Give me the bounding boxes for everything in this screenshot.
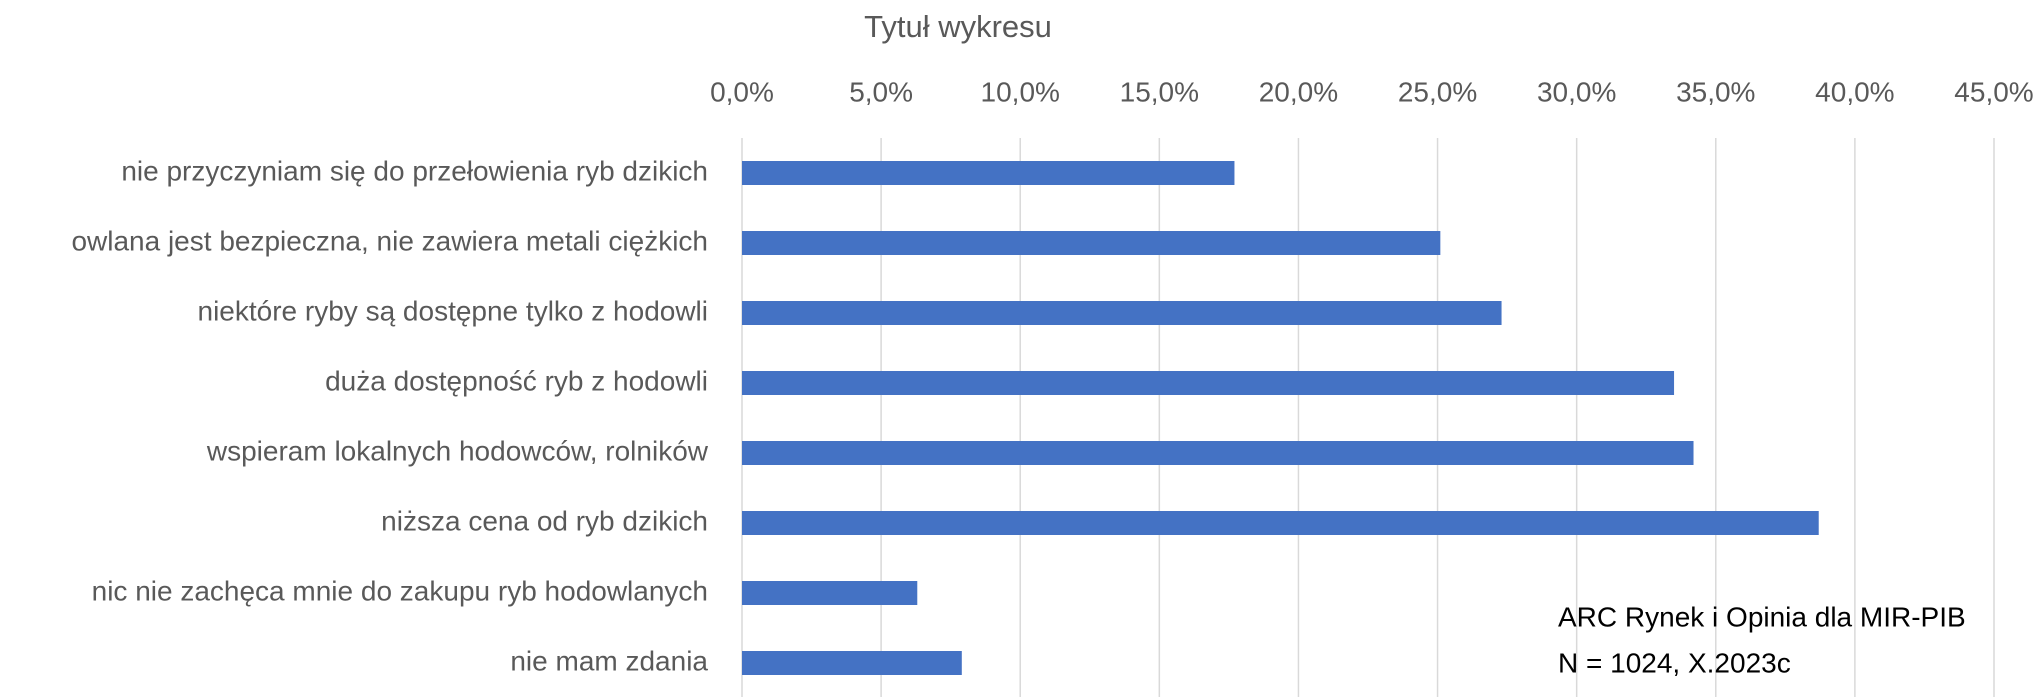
chart: Tytuł wykresu ARC Rynek i Opinia dla MIR…	[0, 0, 2044, 697]
annotation: N = 1024, X.2023c	[1558, 647, 1791, 678]
y-tick-label: nie mam zdania	[510, 645, 708, 676]
bar	[742, 511, 1819, 535]
y-tick-label: nie przyczyniam się do przełowienia ryb …	[121, 155, 708, 186]
bar	[742, 231, 1440, 255]
bar	[742, 371, 1674, 395]
bar	[742, 581, 917, 605]
x-tick-label: 35,0%	[1676, 76, 1755, 107]
x-tick-label: 15,0%	[1120, 76, 1199, 107]
x-tick-label: 40,0%	[1815, 76, 1894, 107]
x-tick-label: 30,0%	[1537, 76, 1616, 107]
x-tick-label: 0,0%	[710, 76, 774, 107]
x-tick-label: 20,0%	[1259, 76, 1338, 107]
chart-title: Tytuł wykresu	[864, 9, 1052, 44]
annotation: ARC Rynek i Opinia dla MIR-PIB	[1558, 601, 1966, 632]
x-tick-label: 25,0%	[1398, 76, 1477, 107]
y-tick-label: owlana jest bezpieczna, nie zawiera meta…	[71, 225, 708, 256]
bar	[742, 301, 1502, 325]
y-tick-label: niektóre ryby są dostępne tylko z hodowl…	[198, 295, 709, 326]
y-tick-label: duża dostępność ryb z hodowli	[325, 365, 708, 396]
y-tick-label: niższa cena od ryb dzikich	[381, 505, 708, 536]
y-tick-label: nic nie zachęca mnie do zakupu ryb hodow…	[92, 575, 708, 606]
bar	[742, 441, 1694, 465]
y-tick-label: wspieram lokalnych hodowców, rolników	[206, 435, 709, 466]
x-tick-label: 10,0%	[981, 76, 1060, 107]
x-tick-label: 5,0%	[849, 76, 913, 107]
bar	[742, 161, 1234, 185]
bar	[742, 651, 962, 675]
x-tick-label: 45,0%	[1954, 76, 2033, 107]
